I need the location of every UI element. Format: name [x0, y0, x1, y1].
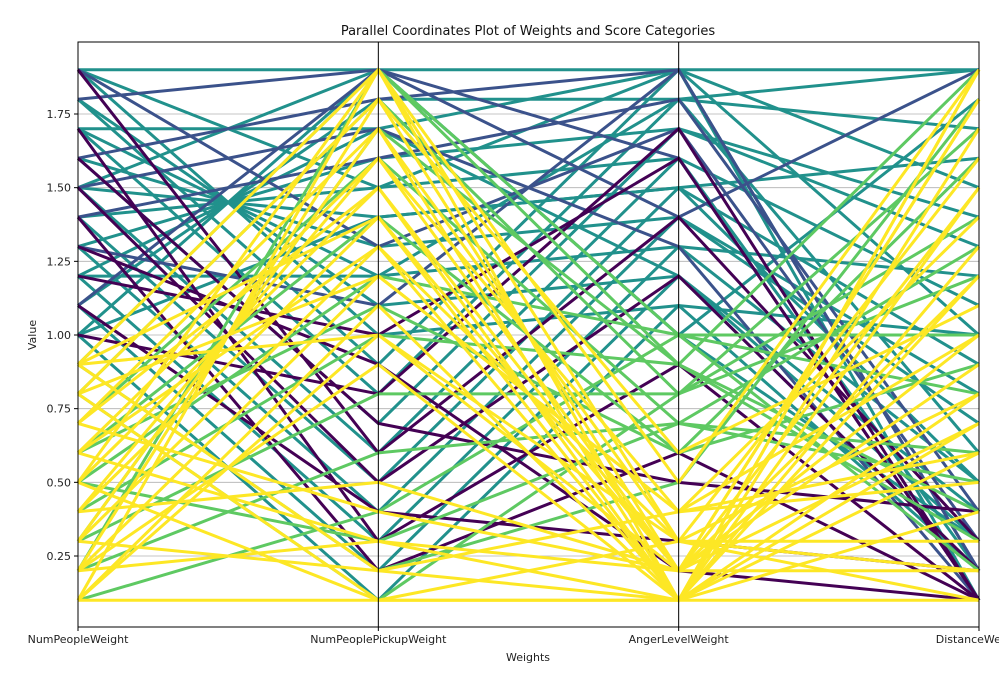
y-tick-label: 1.75 [47, 108, 72, 121]
data-line [77, 98, 981, 573]
x-tick-label: AngerLevelWeight [629, 633, 730, 646]
data-line [77, 186, 981, 602]
y-tick-label: 0.50 [47, 476, 72, 489]
y-axis-label: Value [26, 320, 39, 350]
y-ticks: 0.25 0.50 0.75 1.00 1.25 1.50 1.75 [47, 108, 78, 563]
data-line [77, 392, 980, 602]
y-tick-label: 1.50 [47, 182, 72, 195]
x-tick-label: NumPeopleWeight [28, 633, 129, 646]
x-ticks: NumPeopleWeight NumPeoplePickupWeight Ange… [28, 627, 999, 646]
data-line [77, 185, 980, 573]
data-line [77, 68, 980, 219]
y-tick-label: 0.75 [47, 403, 72, 416]
x-tick-label: NumPeoplePickupWeight [310, 633, 447, 646]
x-axis-label: Weights [506, 651, 550, 664]
y-tick-label: 1.25 [47, 255, 72, 268]
data-line [76, 67, 979, 543]
y-tick-label: 1.00 [47, 329, 72, 342]
x-tick-label: DistanceWeight [936, 633, 999, 646]
chart-title: Parallel Coordinates Plot of Weights and… [341, 24, 716, 39]
y-tick-label: 0.25 [47, 550, 72, 563]
data-line [77, 127, 981, 603]
data-lines [76, 67, 981, 604]
